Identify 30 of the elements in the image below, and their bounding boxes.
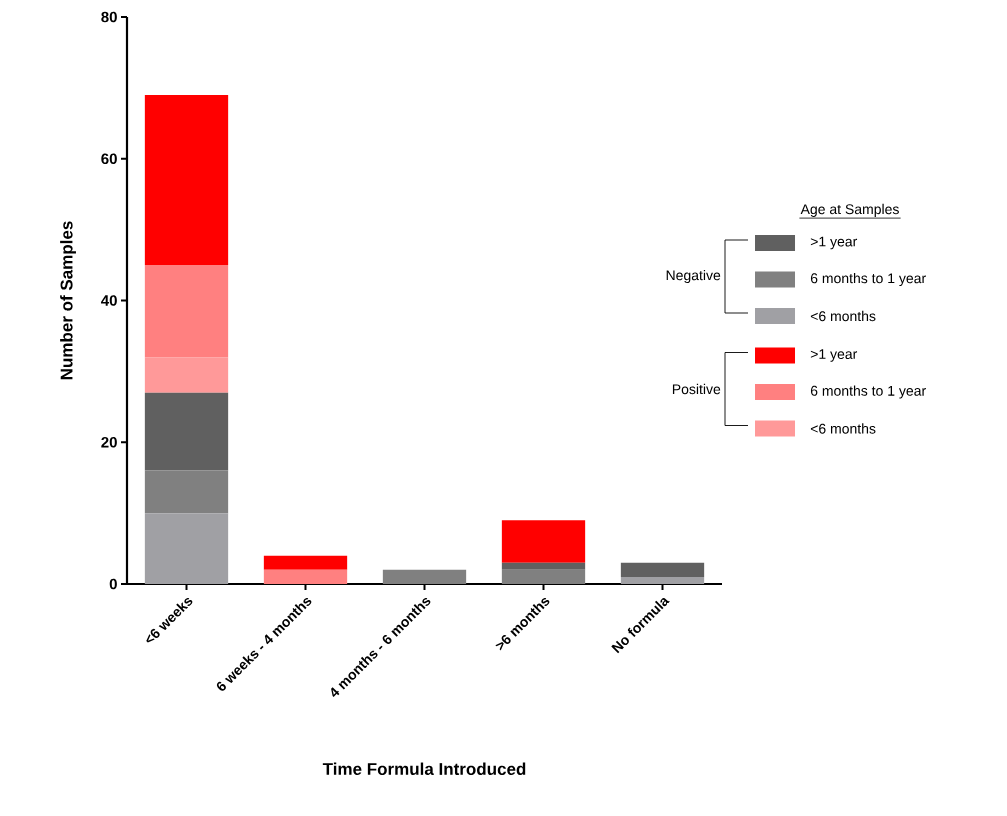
y-tick-label: 40 — [101, 295, 117, 306]
bar — [144, 470, 229, 514]
bar — [144, 513, 229, 585]
legend-title: Age at Samples — [800, 203, 899, 217]
legend-label: >1 year — [810, 236, 858, 250]
bar — [263, 569, 348, 585]
y-tick-label: 20 — [101, 436, 117, 448]
bar — [382, 569, 467, 585]
bar — [501, 569, 586, 585]
annotation: Positive — [672, 383, 721, 395]
y-tick-label: 80 — [101, 11, 117, 23]
bar — [501, 520, 586, 563]
bar — [620, 576, 705, 585]
bar — [263, 555, 348, 570]
legend-label: 6 months to 1 year — [810, 385, 926, 399]
legend-label: <6 months — [810, 423, 876, 434]
bar — [144, 357, 229, 393]
y-tick-label: 0 — [109, 578, 117, 590]
legend-label: 6 months to 1 year — [810, 272, 926, 287]
bar — [144, 392, 229, 471]
annotation: Negative — [666, 269, 721, 284]
bar — [620, 562, 705, 577]
legend-label: <6 months — [810, 310, 876, 322]
x-axis-title: Time Formula Introduced — [322, 762, 526, 776]
y-tick-label: 60 — [101, 153, 117, 165]
bar — [144, 265, 229, 358]
bar — [501, 562, 586, 570]
bar — [144, 94, 229, 266]
legend-label: >1 year — [810, 349, 858, 362]
y-axis-title: Number of Samples — [60, 221, 76, 380]
